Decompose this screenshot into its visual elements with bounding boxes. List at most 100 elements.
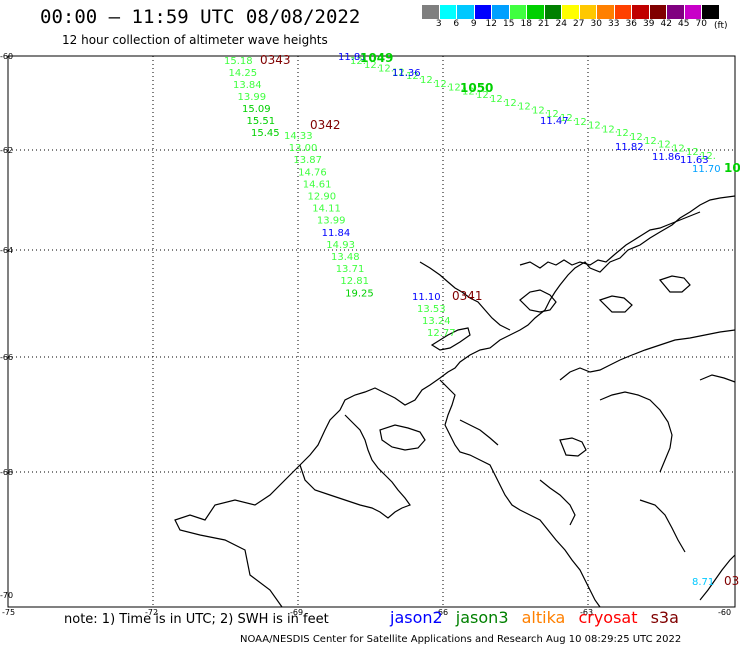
wave-height-value: 14.76 bbox=[298, 167, 327, 178]
track-clutter-glyph: 12. bbox=[434, 79, 450, 90]
footer-note: note: 1) Time is in UTC; 2) SWH is in fe… bbox=[64, 612, 329, 627]
color-scale-label: 21 bbox=[538, 19, 550, 29]
wave-height-value: 12.81 bbox=[340, 276, 369, 287]
color-scale-box bbox=[509, 5, 527, 19]
ne-track-clutter: 12.12.12.12.12.12.12.12.12.12.12.12.12.1… bbox=[350, 56, 716, 162]
lon-label: -66 bbox=[435, 608, 448, 617]
wave-height-value: 13.84 bbox=[233, 80, 262, 91]
lon-label: -72 bbox=[145, 608, 158, 617]
axis-labels: -60 -62 -64 -66 -68 -70 -75 -72 -69 -66 … bbox=[0, 52, 731, 617]
legend-altika: altika bbox=[521, 608, 566, 627]
track-clutter-glyph: 12. bbox=[630, 132, 646, 143]
track-time-label: 1050 bbox=[460, 81, 493, 95]
color-scale-label: 33 bbox=[608, 19, 620, 29]
color-scale-labels: 3 6 9 12 15 18 21 24 27 30 33 36 39 42 45 70 bbox=[422, 19, 720, 29]
track-time-label: 03 bbox=[724, 574, 739, 588]
wave-height-value: 8.71 bbox=[692, 577, 714, 588]
color-scale-box bbox=[579, 5, 597, 19]
lon-label: -60 bbox=[718, 608, 731, 617]
lon-label: -63 bbox=[580, 608, 593, 617]
wave-height-value: 14.33 bbox=[284, 131, 313, 142]
wave-height-value: 13.99 bbox=[238, 92, 267, 103]
wave-height-value: 11.36 bbox=[392, 68, 421, 79]
track-clutter-glyph: 12. bbox=[532, 105, 548, 116]
track-clutter-glyph: 12. bbox=[560, 113, 576, 124]
wave-height-value: 13.71 bbox=[336, 264, 365, 275]
track-clutter-glyph: 12. bbox=[658, 140, 674, 151]
track-clutter-glyph: 12. bbox=[574, 117, 590, 128]
wave-height-value: 11.84 bbox=[322, 228, 351, 239]
color-scale-label: 18 bbox=[520, 19, 532, 29]
color-scale-box bbox=[474, 5, 492, 19]
color-scale-label: 27 bbox=[573, 19, 585, 29]
wave-height-value: 14.61 bbox=[303, 179, 332, 190]
map-subtitle: 12 hour collection of altimeter wave hei… bbox=[62, 33, 328, 47]
track-clutter-glyph: 12. bbox=[476, 90, 492, 101]
color-scale-label: 30 bbox=[590, 19, 602, 29]
map-title: 00:00 – 11:59 UTC 08/08/2022 bbox=[40, 6, 361, 28]
wave-height-value: 11.82 bbox=[615, 142, 644, 153]
color-scale-box bbox=[544, 5, 562, 19]
color-scale-box bbox=[457, 5, 475, 19]
wave-height-value: 13.87 bbox=[293, 155, 322, 166]
track-clutter-glyph: 12. bbox=[700, 151, 716, 162]
track-clutter-glyph: 12. bbox=[588, 121, 604, 132]
wave-height-value: 11.81 bbox=[338, 52, 367, 63]
track-time-label: 0342 bbox=[310, 118, 341, 132]
color-scale-box bbox=[667, 5, 685, 19]
color-scale-label: 70 bbox=[695, 19, 707, 29]
wave-height-value: 11.63 bbox=[680, 155, 709, 166]
track-clutter-glyph: 12. bbox=[448, 83, 464, 94]
coastline bbox=[174, 195, 736, 608]
track-clutter-glyph: 12. bbox=[546, 109, 562, 120]
color-scale-label: 24 bbox=[555, 19, 567, 29]
color-scale-box bbox=[562, 5, 580, 19]
track-clutter-glyph: 12. bbox=[518, 102, 534, 113]
wave-height-value: 13.24 bbox=[422, 316, 451, 327]
wave-height-value: 14.25 bbox=[229, 68, 258, 79]
color-scale-box bbox=[649, 5, 667, 19]
track-clutter-glyph: 12. bbox=[420, 75, 436, 86]
map-frame bbox=[7, 55, 736, 608]
track-clutter-glyph: 12. bbox=[490, 94, 506, 105]
wave-height-value: 13.00 bbox=[289, 143, 318, 154]
color-scale-label: 9 bbox=[470, 19, 477, 29]
wave-height-value: 11.10 bbox=[412, 292, 441, 303]
color-scale-label: 42 bbox=[660, 19, 672, 29]
track-clutter-glyph: 12. bbox=[686, 147, 702, 158]
track-time-label: 10 bbox=[724, 161, 740, 175]
wave-height-value: 15.09 bbox=[242, 104, 271, 115]
wave-height-value: 14.11 bbox=[312, 204, 341, 215]
color-scale-box bbox=[422, 5, 440, 19]
wave-height-value: 13.53 bbox=[417, 304, 446, 315]
color-scale-box bbox=[632, 5, 650, 19]
track-clutter-glyph: 12. bbox=[462, 86, 478, 97]
track-clutter-glyph: 12. bbox=[616, 128, 632, 139]
wave-height-value: 14.93 bbox=[326, 240, 355, 251]
track-clutter-glyph: 12. bbox=[364, 60, 380, 71]
legend-jason3: jason3 bbox=[455, 608, 509, 627]
color-scale-box bbox=[492, 5, 510, 19]
extra-labels: 1049 1050 10 8.71 03 bbox=[360, 51, 740, 588]
lon-label: -69 bbox=[290, 608, 303, 617]
track-time-label: 1049 bbox=[360, 51, 393, 65]
track-clutter-glyph: 12. bbox=[672, 143, 688, 154]
wave-height-value: 11.70 bbox=[692, 164, 721, 175]
lat-label: -62 bbox=[0, 146, 13, 155]
legend-s3a: s3a bbox=[650, 608, 679, 627]
color-scale-label: 3 bbox=[435, 19, 442, 29]
wave-height-value: 12.77 bbox=[427, 328, 456, 339]
wave-height-value: 15.45 bbox=[251, 128, 280, 139]
color-scale-label: 6 bbox=[453, 19, 460, 29]
track-labels: 15.1814.2513.8413.9915.0915.5115.4503431… bbox=[224, 52, 721, 339]
wave-height-value: 13.99 bbox=[317, 216, 346, 227]
track-time-label: 0343 bbox=[260, 53, 291, 67]
legend-jason2: jason2 bbox=[390, 608, 443, 627]
track-clutter-glyph: 12. bbox=[504, 98, 520, 109]
track-clutter-glyph: 12. bbox=[602, 124, 618, 135]
color-scale-box bbox=[684, 5, 702, 19]
legend-cryosat: cryosat bbox=[578, 608, 638, 627]
lat-label: -60 bbox=[0, 52, 13, 61]
color-scale-legend: 3 6 9 12 15 18 21 24 27 30 33 36 39 42 45 70 (ft) bbox=[422, 5, 728, 31]
